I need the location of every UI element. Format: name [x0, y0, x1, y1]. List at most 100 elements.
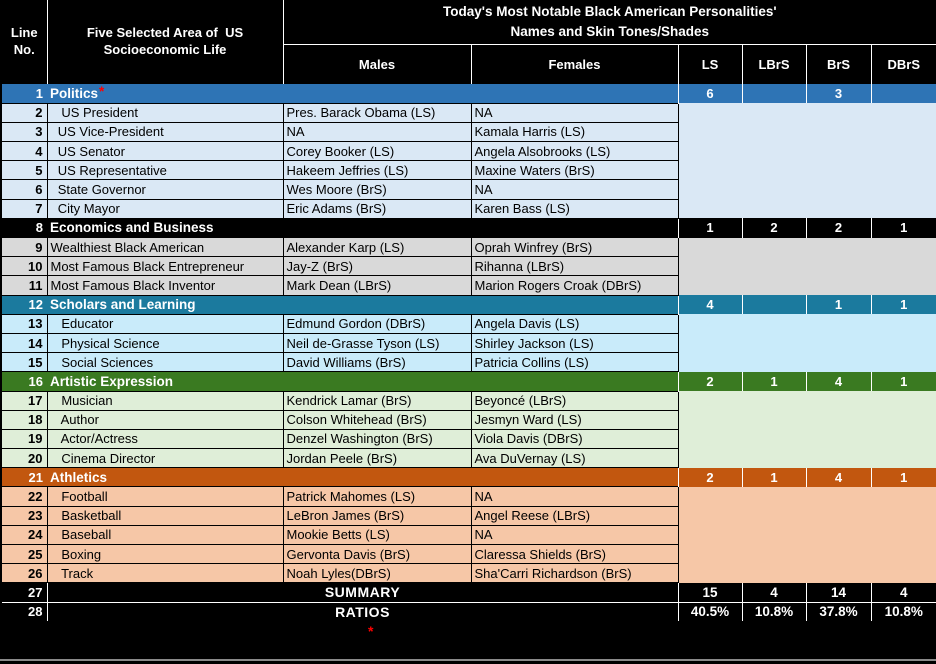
shade-count-cell	[677, 256, 742, 276]
ratio-value-brs: 37.8%	[805, 602, 871, 622]
summary-count-brs: 14	[805, 582, 871, 603]
section-name: Artistic Expression	[50, 373, 174, 389]
table-row: 5 US Representative Hakeem Jeffries (LS) M…	[0, 160, 936, 181]
section-name: Politics	[50, 85, 99, 101]
female-cell: Patricia Collins (LS)	[471, 352, 679, 373]
shade-count-cell	[677, 199, 742, 219]
section-row-athletics: 21 Athletics 2 1 4 1	[0, 467, 936, 487]
shade-count-cell	[742, 256, 806, 276]
shade-count-cell	[742, 333, 806, 353]
female-cell: NA	[471, 486, 679, 507]
male-cell: David Williams (BrS)	[283, 352, 472, 373]
table-row: 6 State Governor Wes Moore (BrS) NA	[0, 179, 936, 200]
female-cell: Claressa Shields (BrS)	[471, 543, 679, 565]
shade-count-cell	[742, 448, 806, 468]
section-count-cell: 1	[741, 371, 806, 391]
line-number-cell: 8	[0, 218, 47, 238]
shade-count-cell	[677, 141, 742, 161]
shade-count-cell	[806, 448, 871, 468]
male-cell: Jordan Peele (BrS)	[283, 448, 472, 469]
table-row: 2 US President Pres. Barack Obama (LS) NA	[0, 102, 936, 123]
section-name: Athletics	[50, 469, 108, 485]
area-cell: Educator	[47, 313, 284, 334]
female-cell: Viola Davis (DBrS)	[471, 428, 679, 450]
male-cell: Colson Whitehead (BrS)	[283, 409, 472, 430]
section-count-cell: 4	[805, 467, 871, 487]
section-count-cell	[741, 84, 806, 104]
male-cell: Alexander Karp (LS)	[283, 236, 472, 258]
shade-count-cell	[742, 103, 806, 123]
section-count-cell: 1	[741, 467, 806, 487]
male-cell: NA	[283, 121, 472, 143]
section-count-cell: 2	[741, 218, 806, 238]
line-number-cell: 5	[0, 160, 48, 181]
shade-count-cell	[806, 410, 871, 430]
section-count-cell: 6	[677, 84, 742, 104]
col-header-area: Five Selected Area of US Socioeconomic L…	[47, 0, 284, 84]
shade-count-cell	[806, 486, 871, 507]
col-header-brs: BrS	[805, 44, 871, 84]
line-number-cell: 7	[0, 198, 48, 219]
table-row: 3 US Vice-President NA Kamala Harris (LS)	[0, 121, 936, 143]
shade-count-cell	[677, 122, 742, 142]
line-number-cell: 10	[0, 256, 48, 277]
col-header-males: Males	[282, 44, 471, 84]
female-cell: NA	[471, 102, 679, 123]
bottom-edge-line	[0, 659, 936, 661]
male-cell: Edmund Gordon (DBrS)	[283, 313, 472, 334]
line-number-cell: 6	[0, 179, 48, 200]
area-cell: US Representative	[47, 160, 284, 181]
ratio-value-lbrs: 10.8%	[741, 602, 806, 622]
area-cell: Basketball	[47, 505, 284, 526]
female-cell: Ava DuVernay (LS)	[471, 448, 679, 469]
area-cell: Musician	[47, 390, 284, 411]
shade-count-cell	[871, 525, 936, 545]
male-cell: Noah Lyles(DBrS)	[283, 563, 472, 584]
shade-count-cell	[677, 506, 742, 526]
shade-count-cell	[806, 333, 871, 353]
shade-count-cell	[871, 410, 936, 430]
female-cell: Shirley Jackson (LS)	[471, 332, 679, 354]
area-cell: Football	[47, 486, 284, 507]
section-row-politics: 1 Politics* 6 3	[0, 84, 936, 104]
shade-count-cell	[806, 275, 871, 296]
section-row-economics: 8 Economics and Business 1 2 2 1	[0, 218, 936, 238]
shade-count-cell	[742, 314, 806, 334]
section-count-cell: 1	[870, 467, 936, 487]
section-name-cell: Politics*	[47, 84, 678, 104]
female-cell: Maxine Waters (BrS)	[471, 160, 679, 181]
summary-count-lbrs: 4	[741, 582, 806, 603]
section-count-cell	[870, 84, 936, 104]
line-number-cell: 20	[0, 448, 48, 469]
area-cell: US Senator	[47, 141, 284, 162]
col-header-line-no: Line No.	[0, 0, 48, 84]
shade-count-cell	[742, 179, 806, 200]
table-row: 18 Author Colson Whitehead (BrS) Jesmyn Wa…	[0, 409, 936, 430]
female-cell: Kamala Harris (LS)	[471, 121, 679, 143]
shade-count-cell	[871, 141, 936, 161]
summary-count-ls: 15	[677, 582, 742, 603]
female-cell: Sha'Carri Richardson (BrS)	[471, 563, 679, 584]
shade-count-cell	[806, 237, 871, 257]
section-count-cell: 4	[805, 371, 871, 391]
line-number-cell: 28	[0, 602, 48, 622]
shade-count-cell	[871, 391, 936, 411]
section-name: Scholars and Learning	[50, 297, 196, 313]
male-cell: Mark Dean (LBrS)	[283, 275, 472, 296]
shade-count-cell	[677, 486, 742, 507]
line-number-cell: 14	[0, 332, 48, 354]
line-number-cell: 4	[0, 141, 48, 162]
female-cell: NA	[471, 179, 679, 200]
male-cell: Neil de-Grasse Tyson (LS)	[283, 332, 472, 354]
shade-count-cell	[806, 391, 871, 411]
line-number-cell: 11	[0, 275, 48, 296]
shade-count-cell	[806, 256, 871, 276]
shade-count-cell	[806, 179, 871, 200]
shade-count-cell	[742, 429, 806, 449]
line-number-cell: 17	[0, 390, 48, 411]
area-cell: Most Famous Black Entrepreneur	[47, 256, 284, 277]
male-cell: Patrick Mahomes (LS)	[283, 486, 472, 507]
area-cell: State Governor	[47, 179, 284, 200]
line-number-cell: 3	[0, 121, 48, 143]
